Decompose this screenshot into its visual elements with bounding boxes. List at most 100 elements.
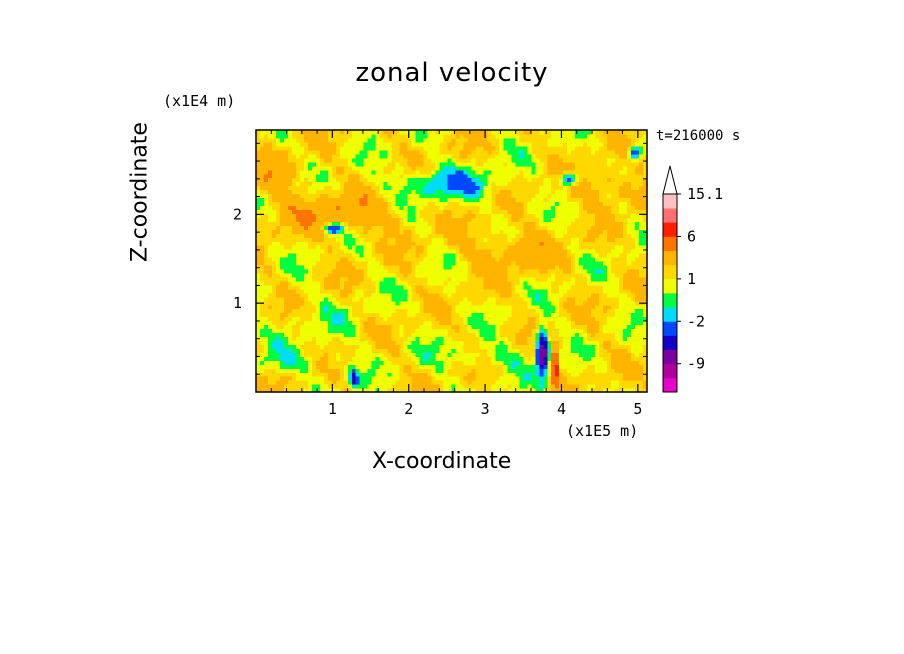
heatmap-cell [391,368,397,373]
heatmap-cell [451,149,457,155]
heatmap-cell [475,229,481,234]
heatmap-cell [423,185,429,191]
heatmap-cell [431,380,437,385]
heatmap-cell [407,141,413,147]
heatmap-cell [471,149,477,155]
heatmap-cell [271,304,277,310]
heatmap-cell [531,348,536,353]
heatmap-cell [299,372,305,377]
heatmap-cell [403,233,409,238]
heatmap-cell [555,360,560,365]
heatmap-cell [359,292,365,298]
heatmap-cell [419,384,425,389]
heatmap-cell [363,149,369,155]
heatmap-cell [271,237,277,242]
heatmap-cell [287,217,293,222]
heatmap-cell [335,133,341,139]
heatmap-cell [411,229,417,234]
heatmap-cell [283,300,289,306]
heatmap-cell [347,133,353,139]
heatmap-cell [439,193,445,199]
heatmap-cell [363,161,369,167]
heatmap-cell [519,133,524,139]
heatmap-cell [387,376,393,381]
heatmap-cell [499,145,504,151]
heatmap-cell [319,225,325,230]
heatmap-cell [375,197,381,203]
heatmap-cell [407,145,413,151]
heatmap-cell [331,249,337,254]
heatmap-cell [503,380,508,385]
heatmap-cell [367,157,373,163]
heatmap-cell [535,364,540,369]
heatmap-cell [391,328,397,334]
heatmap-cell [471,229,477,234]
heatmap-cell [427,193,433,199]
heatmap-cell [295,356,301,361]
heatmap-cell [491,328,496,334]
heatmap-cell [267,340,273,345]
heatmap-cell [347,264,353,270]
heatmap-cell [275,169,281,175]
heatmap-cell [455,217,461,222]
heatmap-cell [335,213,341,218]
heatmap-cell [535,173,540,179]
heatmap-cell [351,229,357,234]
heatmap-cell [483,261,489,266]
heatmap-cell [383,264,389,270]
heatmap-cell [467,137,473,143]
heatmap-cell [443,133,449,139]
heatmap-cell [355,388,361,392]
heatmap-cell [383,324,389,330]
heatmap-cell [407,153,413,159]
heatmap-cell [263,360,269,365]
heatmap-cell [503,384,508,389]
heatmap-cell [371,193,377,199]
heatmap-cell [319,205,325,210]
heatmap-cell [279,280,285,286]
heatmap-cell [399,173,405,179]
heatmap-cell [523,324,528,330]
heatmap-cell [519,153,524,159]
heatmap-cell [335,201,341,207]
heatmap-cell [335,328,341,334]
heatmap-cell [403,253,409,258]
heatmap-cell [495,225,500,230]
heatmap-cell [539,280,544,286]
heatmap-cell [451,284,457,290]
heatmap-cell [507,308,512,314]
heatmap-cell [427,181,433,187]
heatmap-cell [411,185,417,191]
heatmap-cell [383,304,389,310]
heatmap-cell [335,189,341,195]
heatmap-cell [315,197,321,203]
heatmap-cell [451,340,457,345]
heatmap-cell [363,280,369,286]
heatmap-cell [287,130,293,135]
heatmap-cell [431,272,437,278]
heatmap-cell [351,217,357,222]
heatmap-cell [327,304,333,310]
heatmap-cell [419,332,425,338]
heatmap-cell [291,221,297,226]
heatmap-cell [291,185,297,191]
heatmap-cell [411,348,417,353]
heatmap-cell [407,296,413,302]
heatmap-cell [543,173,548,179]
heatmap-cell [295,185,301,191]
heatmap-cell [543,153,548,159]
heatmap-cell [335,344,341,349]
heatmap-cell [279,261,285,266]
heatmap-cell [483,296,489,302]
heatmap-cell [443,336,449,341]
heatmap-cell [263,332,269,338]
heatmap-cell [479,141,485,147]
heatmap-cell [291,324,297,330]
heatmap-cell [339,308,345,314]
heatmap-cell [303,213,309,218]
heatmap-cell [427,177,433,183]
heatmap-cell [256,221,261,226]
heatmap-cell [359,284,365,290]
heatmap-cell [256,193,261,199]
heatmap-cell [263,197,269,203]
